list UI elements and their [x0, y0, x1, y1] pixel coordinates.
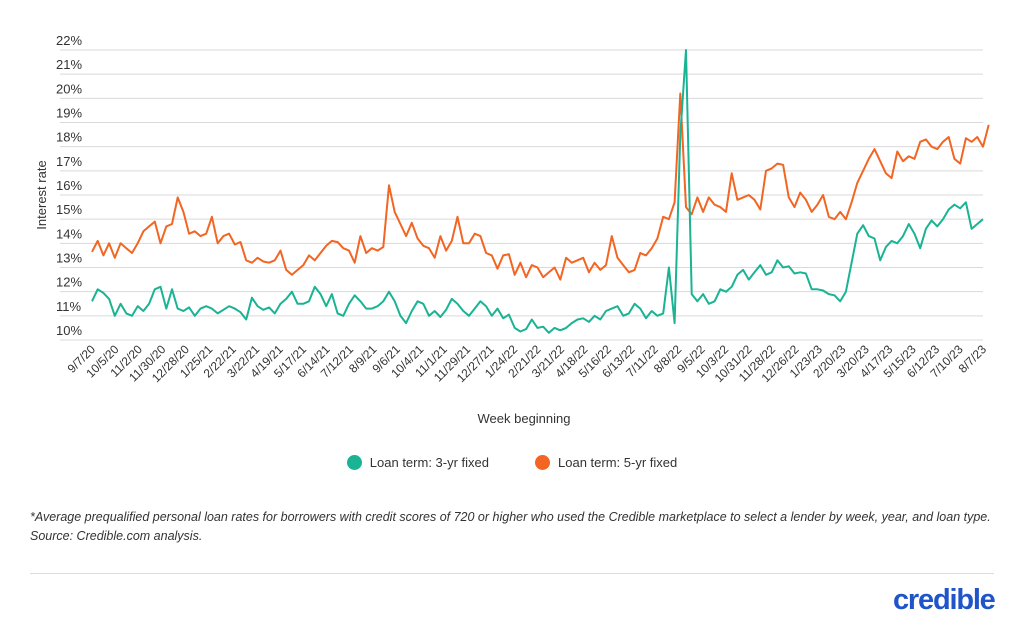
y-tick-label: 11%: [56, 299, 81, 314]
y-tick-label: 21%: [56, 57, 82, 72]
y-tick-label: 12%: [56, 275, 82, 290]
y-tick-label: 10%: [56, 323, 82, 338]
chart: 10%11%12%13%14%15%16%17%18%19%20%21%22% …: [34, 33, 990, 426]
y-tick-label: 18%: [56, 130, 82, 145]
y-tick-label: 16%: [56, 178, 82, 193]
x-axis: 9/7/2010/5/2011/2/2011/30/2012/28/201/25…: [65, 342, 990, 385]
series-lines: [91, 49, 990, 334]
divider: [30, 573, 994, 574]
legend-item-3yr[interactable]: Loan term: 3-yr fixed: [346, 455, 489, 470]
y-tick-label: 17%: [56, 154, 82, 169]
series-line-5yr: [91, 92, 990, 281]
legend-label-5yr: Loan term: 5-yr fixed: [558, 455, 678, 470]
legend-dot-3yr: [346, 455, 362, 470]
x-axis-title: Week beginning: [478, 411, 571, 426]
y-tick-label: 13%: [56, 251, 82, 266]
series-line-3yr: [91, 49, 984, 334]
legend-item-5yr[interactable]: Loan term: 5-yr fixed: [535, 455, 677, 470]
y-tick-label: 15%: [56, 202, 82, 217]
y-axis-title: Interest rate: [34, 160, 49, 229]
y-tick-label: 20%: [56, 81, 82, 96]
credible-logo[interactable]: credible: [893, 584, 996, 616]
x-tick-label: 8/7/23: [956, 342, 990, 376]
y-tick-label: 22%: [56, 33, 82, 48]
gridlines: [60, 49, 983, 341]
y-tick-label: 19%: [56, 106, 82, 121]
footnote: *Average prequalified personal loan rate…: [30, 510, 991, 543]
legend-dot-5yr: [535, 455, 550, 470]
y-axis: 10% 11% 12% 13% 14% 15% 16% 17% 18% 19% 20% 21% 22%: [56, 33, 82, 338]
legend: Loan term: 3-yr fixed Loan term: 5-yr fi…: [0, 455, 1024, 470]
legend-label-3yr: Loan term: 3-yr fixed: [369, 455, 489, 470]
y-tick-label: 14%: [56, 226, 82, 241]
